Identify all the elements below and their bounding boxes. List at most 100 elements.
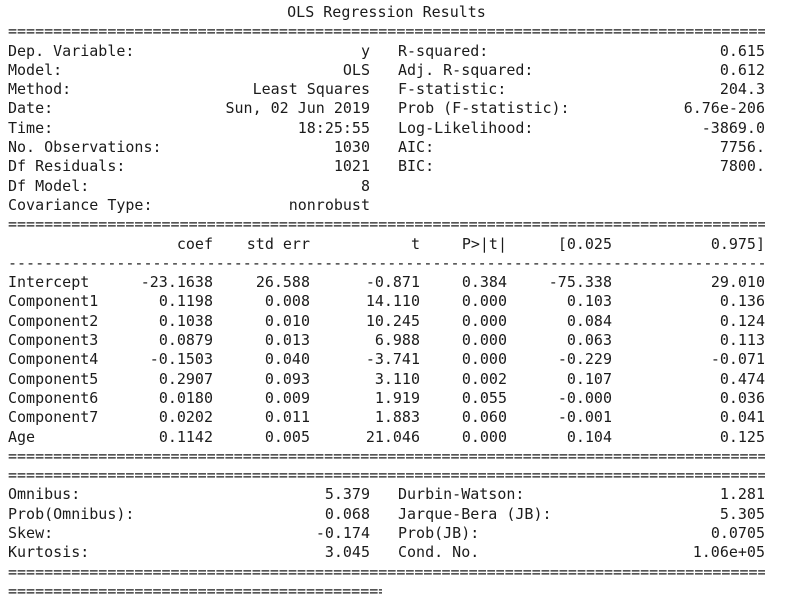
field-value: 3.045 (324, 543, 370, 562)
p-value: 0.000 (461, 331, 507, 350)
p-value: 0.384 (461, 273, 507, 292)
ci-low-value: -0.000 (557, 388, 612, 407)
coef-name: Component2 (8, 311, 99, 330)
coef-value: 0.0879 (158, 331, 213, 350)
diag-row-cond-no: Cond. No. 1.06e+05 (398, 543, 765, 562)
coef-row-component7: Component7 0.0202 0.011 1.883 0.060 -0.0… (8, 408, 765, 427)
coef-row-component1: Component1 0.1198 0.008 14.110 0.000 0.1… (8, 292, 765, 311)
diag-row-jarque-bera: Jarque-Bera (JB): 5.305 (398, 505, 765, 524)
field-label: Durbin-Watson: (398, 485, 525, 504)
coef-header-t: t (410, 234, 420, 253)
summary-row-aic: AIC: 7756. (398, 138, 765, 157)
field-value: 0.0705 (710, 524, 765, 543)
coef-name: Intercept (8, 273, 90, 292)
coef-row-component5: Component5 0.2907 0.093 3.110 0.002 0.10… (8, 370, 765, 389)
coef-header-p: P>|t| (461, 234, 507, 253)
divider-summary: ========================================… (8, 215, 765, 234)
t-value: 14.110 (365, 292, 420, 311)
summary-row-bic: BIC: 7800. (398, 157, 765, 176)
std-err-value: 26.588 (255, 273, 310, 292)
p-value: 0.002 (461, 369, 507, 388)
field-value: Sun, 02 Jun 2019 (225, 99, 371, 118)
field-label: No. Observations: (8, 138, 162, 157)
field-label: Prob(Omnibus): (8, 504, 135, 523)
field-value: 5.379 (324, 485, 370, 504)
field-label: Covariance Type: (8, 195, 153, 214)
diag-row-prob-jb: Prob(JB): 0.0705 (398, 524, 765, 543)
std-err-value: 0.010 (264, 311, 310, 330)
diag-row-kurtosis: Kurtosis: 3.045 (8, 543, 370, 562)
field-value: 7800. (719, 157, 765, 176)
t-value: 1.883 (374, 408, 420, 427)
field-value: Least Squares (252, 80, 370, 99)
coef-value: 0.1198 (158, 292, 213, 311)
t-value: 3.110 (374, 369, 420, 388)
field-value: nonrobust (288, 195, 370, 214)
report-title: OLS Regression Results (287, 3, 486, 21)
field-label: Df Residuals: (8, 157, 126, 176)
coef-row-age: Age 0.1142 0.005 21.046 0.000 0.104 0.12… (8, 428, 765, 447)
field-label: Log-Likelihood: (398, 118, 534, 137)
diagnostics-section: Omnibus: 5.379 Prob(Omnibus): 0.068 Skew: -… (8, 485, 765, 562)
ci-high-value: 0.136 (719, 292, 765, 311)
ci-high-value: 0.124 (719, 311, 765, 330)
diag-row-prob-omnibus: Prob(Omnibus): 0.068 (8, 505, 370, 524)
divider-title: ========================================… (8, 22, 765, 41)
field-value: y (360, 41, 370, 60)
field-label: Df Model: (8, 176, 90, 195)
field-label: Cond. No. (398, 543, 480, 562)
field-label: Time: (8, 118, 54, 137)
coef-header-std-err: std err (246, 234, 310, 253)
field-label: R-squared: (398, 41, 489, 60)
coef-value: 0.1142 (158, 427, 213, 446)
std-err-value: 0.005 (264, 427, 310, 446)
ci-high-value: 29.010 (710, 273, 765, 292)
field-value: 1.281 (719, 485, 765, 504)
diagnostics-right-column: Durbin-Watson: 1.281 Jarque-Bera (JB): 5.3… (398, 485, 765, 562)
p-value: 0.060 (461, 408, 507, 427)
summary-row-dep-variable: Dep. Variable: y (8, 42, 370, 61)
summary-row-model: Model: OLS (8, 61, 370, 80)
field-value: 0.068 (324, 504, 370, 523)
field-label: Adj. R-squared: (398, 60, 534, 79)
coef-header-ci-high: 0.975] (710, 234, 765, 253)
field-value: 1.06e+05 (692, 543, 765, 562)
std-err-value: 0.093 (264, 369, 310, 388)
std-err-value: 0.040 (264, 350, 310, 369)
field-value: -0.174 (315, 524, 370, 543)
field-value: 18:25:55 (297, 118, 370, 137)
field-value: 204.3 (719, 80, 765, 99)
coef-row-component4: Component4 -0.1503 0.040 -3.741 0.000 -0… (8, 350, 765, 369)
summary-row-time: Time: 18:25:55 (8, 119, 370, 138)
coef-header-coef: coef (176, 234, 213, 253)
t-value: 10.245 (365, 311, 420, 330)
field-label: Kurtosis: (8, 543, 90, 562)
divider-coef-bottom: ========================================… (8, 446, 765, 465)
coef-value: -23.1638 (140, 273, 213, 292)
ci-high-value: 0.036 (719, 388, 765, 407)
coef-name: Component3 (8, 331, 99, 350)
t-value: 6.988 (374, 331, 420, 350)
field-label: Skew: (8, 524, 54, 543)
field-value: 0.615 (719, 41, 765, 60)
ci-low-value: 0.103 (566, 292, 612, 311)
field-label: Prob(JB): (398, 524, 480, 543)
coef-name: Component6 (8, 388, 99, 407)
ci-low-value: 0.063 (566, 331, 612, 350)
field-value: 1030 (333, 138, 370, 157)
field-label: Date: (8, 99, 54, 118)
coef-name: Component4 (8, 350, 99, 369)
summary-row-df-residuals: Df Residuals: 1021 (8, 157, 370, 176)
coef-value: 0.1038 (158, 311, 213, 330)
ci-low-value: -0.229 (557, 350, 612, 369)
t-value: -3.741 (365, 350, 420, 369)
diag-row-skew: Skew: -0.174 (8, 524, 370, 543)
field-value: 1021 (333, 157, 370, 176)
coef-header-spacer (8, 235, 115, 254)
divider-diagnostics-bottom: ========================================… (8, 562, 765, 581)
field-label: Prob (F-statistic): (398, 99, 570, 118)
coef-value: 0.2907 (158, 369, 213, 388)
ci-low-value: 0.104 (566, 427, 612, 446)
field-value: 5.305 (719, 504, 765, 523)
